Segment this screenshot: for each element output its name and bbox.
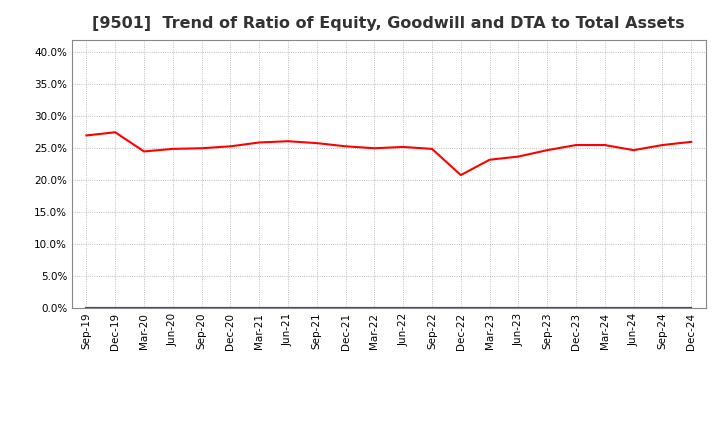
Deferred Tax Assets [687, 305, 696, 311]
Deferred Tax Assets [629, 305, 638, 311]
Equity [168, 146, 177, 151]
Goodwill [370, 305, 379, 311]
Goodwill [629, 305, 638, 311]
Goodwill [226, 305, 235, 311]
Goodwill [485, 305, 494, 311]
Equity [485, 157, 494, 162]
Equity [312, 140, 321, 146]
Goodwill [543, 305, 552, 311]
Deferred Tax Assets [197, 305, 206, 311]
Goodwill [255, 305, 264, 311]
Goodwill [312, 305, 321, 311]
Equity [543, 147, 552, 153]
Deferred Tax Assets [284, 305, 292, 311]
Goodwill [687, 305, 696, 311]
Deferred Tax Assets [514, 305, 523, 311]
Deferred Tax Assets [428, 305, 436, 311]
Goodwill [168, 305, 177, 311]
Equity [600, 143, 609, 148]
Goodwill [140, 305, 148, 311]
Equity [82, 133, 91, 138]
Equity [226, 144, 235, 149]
Equity [428, 146, 436, 151]
Goodwill [600, 305, 609, 311]
Goodwill [456, 305, 465, 311]
Deferred Tax Assets [572, 305, 580, 311]
Line: Equity: Equity [86, 132, 691, 175]
Deferred Tax Assets [82, 305, 91, 311]
Goodwill [284, 305, 292, 311]
Equity [255, 140, 264, 145]
Deferred Tax Assets [255, 305, 264, 311]
Title: [9501]  Trend of Ratio of Equity, Goodwill and DTA to Total Assets: [9501] Trend of Ratio of Equity, Goodwil… [92, 16, 685, 32]
Equity [197, 146, 206, 151]
Deferred Tax Assets [226, 305, 235, 311]
Deferred Tax Assets [312, 305, 321, 311]
Goodwill [197, 305, 206, 311]
Goodwill [111, 305, 120, 311]
Equity [370, 146, 379, 151]
Deferred Tax Assets [111, 305, 120, 311]
Goodwill [428, 305, 436, 311]
Equity [284, 139, 292, 144]
Deferred Tax Assets [341, 305, 350, 311]
Goodwill [572, 305, 580, 311]
Deferred Tax Assets [600, 305, 609, 311]
Equity [341, 144, 350, 149]
Deferred Tax Assets [485, 305, 494, 311]
Goodwill [399, 305, 408, 311]
Equity [399, 144, 408, 150]
Deferred Tax Assets [456, 305, 465, 311]
Equity [629, 147, 638, 153]
Equity [140, 149, 148, 154]
Deferred Tax Assets [140, 305, 148, 311]
Goodwill [82, 305, 91, 311]
Goodwill [658, 305, 667, 311]
Deferred Tax Assets [168, 305, 177, 311]
Goodwill [514, 305, 523, 311]
Goodwill [341, 305, 350, 311]
Equity [572, 143, 580, 148]
Equity [514, 154, 523, 159]
Deferred Tax Assets [658, 305, 667, 311]
Equity [456, 172, 465, 178]
Equity [111, 130, 120, 135]
Deferred Tax Assets [370, 305, 379, 311]
Equity [687, 139, 696, 144]
Deferred Tax Assets [543, 305, 552, 311]
Deferred Tax Assets [399, 305, 408, 311]
Equity [658, 143, 667, 148]
